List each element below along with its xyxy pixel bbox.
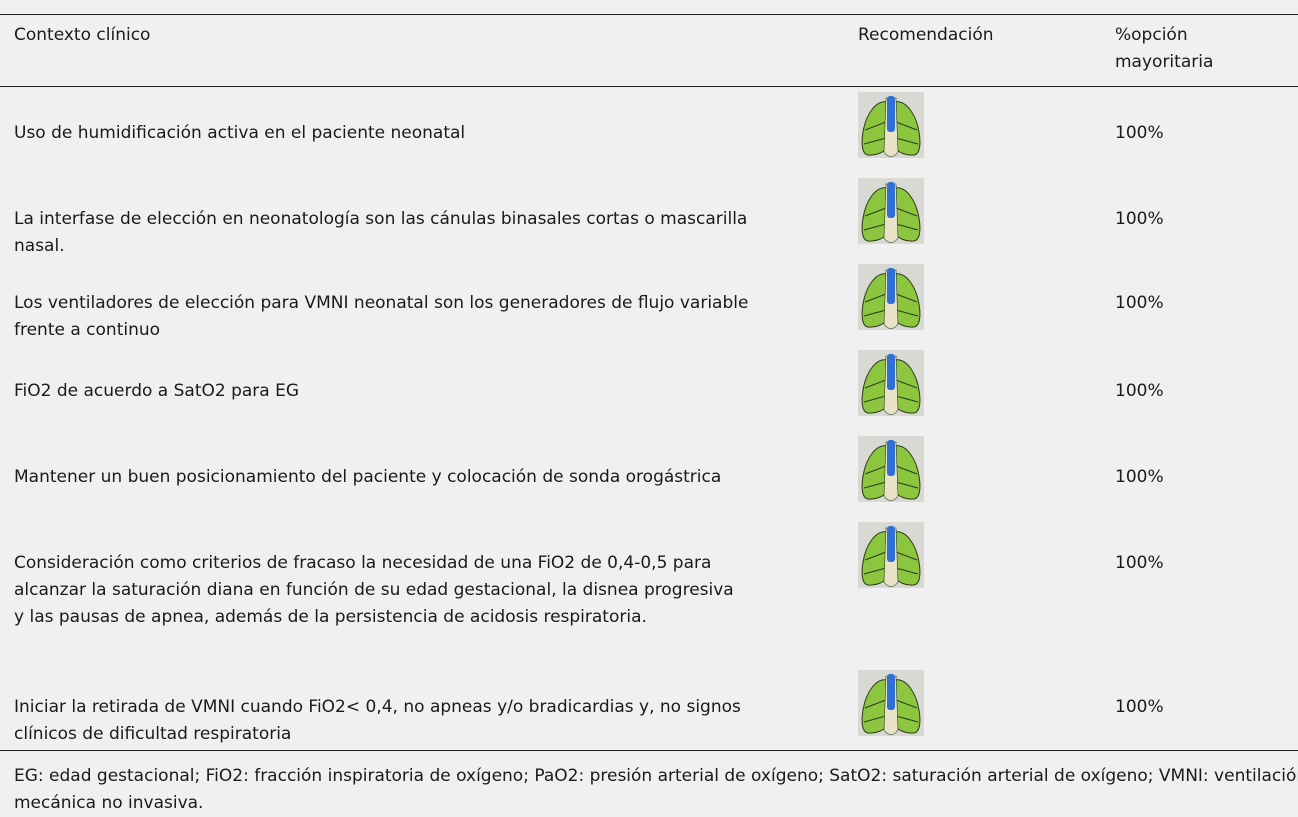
percent-cell: 100% xyxy=(1115,123,1164,143)
top-rule xyxy=(0,14,1298,15)
context-cell: Uso de humidificación activa en el pacie… xyxy=(14,123,466,143)
percent-cell: 100% xyxy=(1115,381,1164,401)
header-cell: Recomendación xyxy=(858,25,994,45)
context-cell: La interfase de elección en neonatología… xyxy=(14,209,748,256)
header-cell: %opción mayoritaria xyxy=(1115,25,1214,72)
footnote: EG: edad gestacional; FiO2: fracción ins… xyxy=(14,766,1298,813)
recommendation-icon xyxy=(858,522,924,588)
context-cell: Los ventiladores de elección para VMNI n… xyxy=(14,293,749,340)
percent-cell: 100% xyxy=(1115,467,1164,487)
context-cell: FiO2 de acuerdo a SatO2 para EG xyxy=(14,381,300,401)
recommendation-icon xyxy=(858,178,924,244)
recommendation-icon xyxy=(858,264,924,330)
context-cell: Iniciar la retirada de VMNI cuando FiO2<… xyxy=(14,697,741,744)
recommendation-icon xyxy=(858,350,924,416)
context-cell: Mantener un buen posicionamiento del pac… xyxy=(14,467,722,487)
header-rule xyxy=(0,86,1298,87)
recommendation-icon xyxy=(858,92,924,158)
context-cell: Consideración como criterios de fracaso … xyxy=(14,553,734,627)
bottom-rule xyxy=(0,750,1298,751)
header-cell: Contexto clínico xyxy=(14,25,151,45)
percent-cell: 100% xyxy=(1115,209,1164,229)
recommendation-icon xyxy=(858,670,924,736)
percent-cell: 100% xyxy=(1115,293,1164,313)
percent-cell: 100% xyxy=(1115,697,1164,717)
recommendation-icon xyxy=(858,436,924,502)
percent-cell: 100% xyxy=(1115,553,1164,573)
